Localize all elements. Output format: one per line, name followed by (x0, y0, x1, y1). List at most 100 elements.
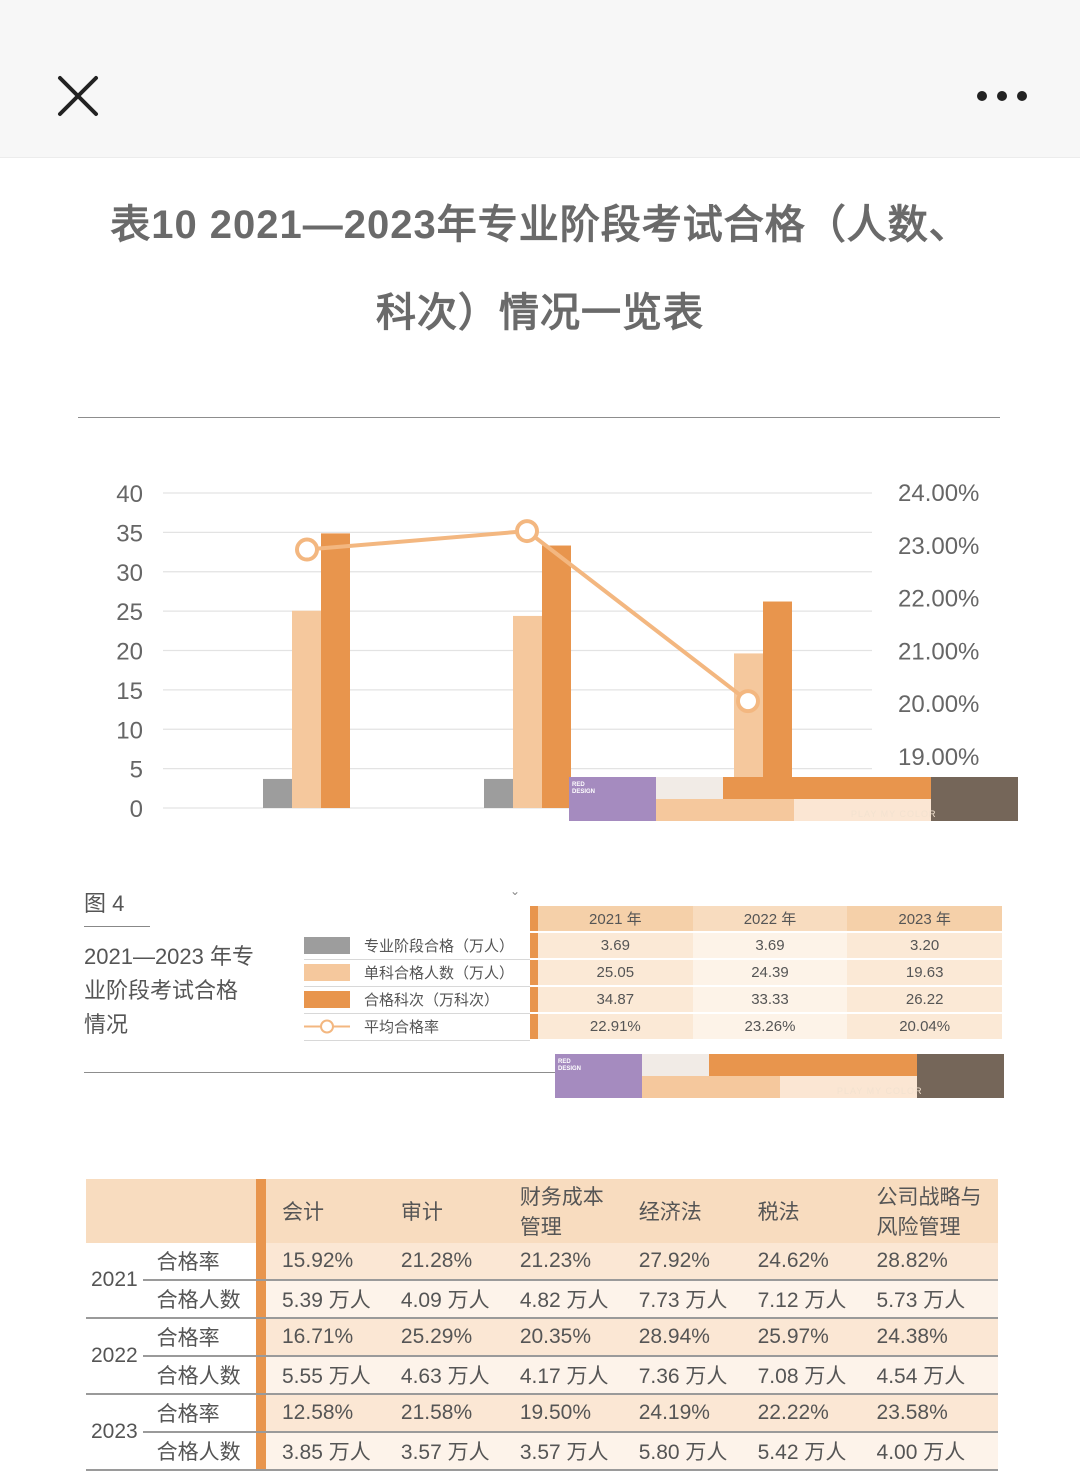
y-right-tick-label: 22.00% (898, 586, 979, 613)
legend-value: 33.33 (692, 986, 848, 1014)
y-left-tick-label: 10 (116, 717, 143, 744)
legend-row: 合格科次（万科次） 34.87 33.33 26.22 (304, 986, 1002, 1014)
subject-header: 公司战略与 风险管理 (860, 1179, 998, 1243)
subjects-separator (256, 1394, 266, 1433)
legend-value: 23.26% (692, 1013, 848, 1041)
figure-caption: 2021—2023 年专业阶段考试合格情况 (84, 944, 254, 1037)
subject-header: 审计 (384, 1179, 504, 1243)
value-cell: 7.36 万人 (622, 1356, 742, 1395)
value-cell: 28.82% (860, 1243, 998, 1281)
y-left-tick-label: 15 (116, 678, 143, 705)
legend-swatch-gray (304, 936, 350, 954)
more-button[interactable] (970, 80, 1034, 112)
legend-year-header: 2022 年 (692, 906, 848, 933)
decor-tag: RED DESIGN (572, 782, 596, 795)
legend-entry: 合格科次（万科次） (304, 986, 530, 1014)
value-cell: 24.38% (860, 1318, 998, 1357)
chevron-down-icon: ⌄ (510, 884, 521, 898)
subjects-header-row: 会计 审计 财务成本 管理 经济法 税法 公司战略与 风险管理 (86, 1179, 998, 1243)
page-title-line-1: 表10 2021—2023年专业阶段考试合格（人数、 (110, 203, 970, 247)
subject-header: 税法 (741, 1179, 861, 1243)
y-right-tick-label: 21.00% (898, 638, 979, 665)
table-row: 合格人数 5.55 万人 4.63 万人 4.17 万人 7.36 万人 7.08 万人 4… (86, 1356, 998, 1395)
value-cell: 19.50% (503, 1394, 623, 1433)
value-cell: 24.62% (741, 1243, 861, 1281)
figure-label: 图 4 (84, 891, 125, 916)
legend-value: 24.39 (692, 959, 848, 987)
bar-orange (542, 545, 571, 808)
legend-data-table: 2021 年 2022 年 2023 年 专业阶段合格（万人） 3.69 3.6… (304, 906, 1002, 1041)
metric-label: 合格人数 (142, 1280, 256, 1319)
value-cell: 7.73 万人 (622, 1280, 742, 1319)
subjects-separator (256, 1243, 266, 1281)
rate-point (736, 689, 760, 714)
value-cell: 5.55 万人 (266, 1356, 385, 1395)
legend-separator (530, 906, 538, 933)
bar-orange (763, 601, 792, 808)
bar-gray (263, 778, 292, 808)
metric-label: 合格人数 (142, 1432, 256, 1471)
legend-value: 22.91% (538, 1013, 693, 1041)
decor-block (780, 1076, 917, 1098)
decor-block (656, 777, 723, 799)
legend-swatch-orange (304, 991, 350, 1008)
value-cell: 4.17 万人 (503, 1356, 623, 1395)
value-cell: 4.54 万人 (860, 1356, 998, 1395)
y-left-tick-label: 40 (116, 481, 143, 508)
value-cell: 5.73 万人 (860, 1280, 998, 1319)
value-cell: 4.82 万人 (503, 1280, 623, 1319)
close-icon (58, 76, 98, 116)
value-cell: 15.92% (266, 1243, 385, 1281)
subjects-pass-table: 会计 审计 财务成本 管理 经济法 税法 公司战略与 风险管理 2021 合格率 15.… (86, 1179, 998, 1471)
legend-row: 单科合格人数（万人） 25.05 24.39 19.63 (304, 959, 1002, 987)
y-right-tick-label: 19.00% (898, 744, 979, 771)
value-cell: 4.09 万人 (384, 1280, 504, 1319)
page-title-line-2: 科次）情况一览表 (376, 291, 704, 335)
legend-entry-label: 单科合格人数（万人） (364, 965, 515, 982)
value-cell: 23.58% (860, 1394, 998, 1433)
more-icon (977, 91, 1027, 101)
decor-play-text: PLAY MY COLOR (851, 809, 937, 819)
legend-value: 20.04% (847, 1013, 1002, 1041)
value-cell: 16.71% (266, 1318, 385, 1357)
decor-play-text: PLAY MY COLOR (837, 1086, 923, 1096)
legend-entry-label: 合格科次（万科次） (364, 992, 500, 1009)
y-left-tick-label: 0 (130, 796, 143, 823)
close-button[interactable] (52, 70, 104, 122)
decor-block (569, 777, 656, 821)
legend-value: 25.05 (538, 959, 693, 987)
year-cell: 2023 (86, 1394, 143, 1471)
subject-header: 财务成本 管理 (503, 1179, 623, 1243)
decor-band-2: RED DESIGN PLAY MY COLOR (555, 1054, 1004, 1098)
bar-gray (484, 778, 513, 808)
decor-block (555, 1054, 642, 1098)
figure-divider (84, 1072, 556, 1073)
value-cell: 24.19% (622, 1394, 742, 1433)
legend-line-marker-icon (304, 1019, 350, 1034)
legend-entry-label: 平均合格率 (364, 1019, 440, 1036)
decor-block (794, 799, 931, 821)
decor-block (656, 799, 794, 821)
decor-band-1: RED DESIGN PLAY MY COLOR (569, 777, 1018, 821)
subjects-separator (256, 1432, 266, 1471)
value-cell: 12.58% (266, 1394, 385, 1433)
subject-header: 会计 (266, 1179, 385, 1243)
value-cell: 3.85 万人 (266, 1432, 385, 1471)
value-cell: 7.12 万人 (741, 1280, 861, 1319)
legend-year-header: 2021 年 (538, 906, 693, 933)
decor-tag: RED DESIGN (558, 1059, 582, 1072)
value-cell: 4.63 万人 (384, 1356, 504, 1395)
legend-value: 3.20 (847, 932, 1002, 960)
bar-light (513, 615, 542, 808)
value-cell: 5.39 万人 (266, 1280, 385, 1319)
value-cell: 25.97% (741, 1318, 861, 1357)
value-cell: 28.94% (622, 1318, 742, 1357)
y-right-tick-label: 20.00% (898, 691, 979, 718)
y-left-tick-label: 30 (116, 560, 143, 587)
legend-value: 34.87 (538, 986, 693, 1014)
year-cell: 2021 (86, 1243, 143, 1319)
legend-table-header-row: 2021 年 2022 年 2023 年 (304, 906, 1002, 933)
legend-corner-cell (304, 906, 530, 932)
y-right-tick-label: 23.00% (898, 533, 979, 560)
metric-label: 合格率 (142, 1318, 256, 1357)
